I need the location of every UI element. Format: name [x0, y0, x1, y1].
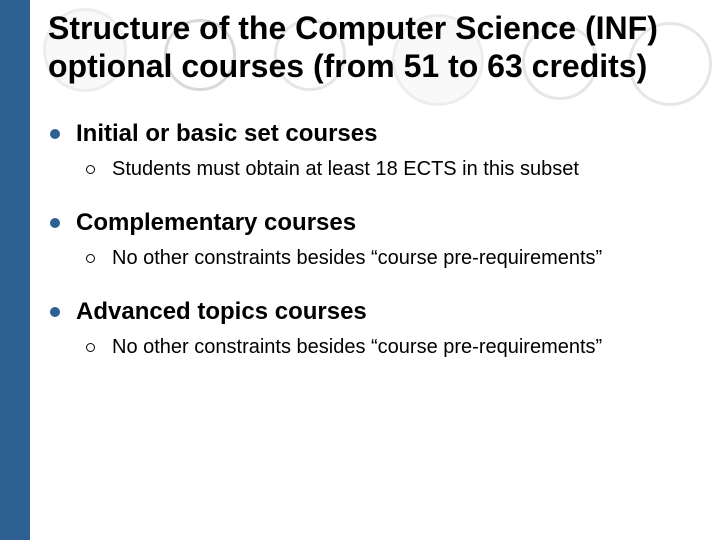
item-text: No other constraints besides “course pre… [112, 336, 602, 358]
heading-complementary: Complementary courses [48, 209, 702, 237]
heading-advanced: Advanced topics courses [48, 298, 702, 326]
item-text: Students must obtain at least 18 ECTS in… [112, 158, 579, 180]
section-complementary: Complementary courses No other constrain… [48, 209, 702, 270]
item-text: No other constraints besides “course pre… [112, 247, 602, 269]
heading-text: Complementary courses [76, 209, 356, 236]
item-advanced-0: No other constraints besides “course pre… [48, 336, 702, 359]
left-sidebar [0, 0, 30, 540]
ring-bullet-icon [86, 165, 95, 174]
disc-bullet-icon [50, 307, 60, 317]
heading-text: Initial or basic set courses [76, 120, 377, 147]
section-advanced: Advanced topics courses No other constra… [48, 298, 702, 359]
slide-title: Structure of the Computer Science (INF) … [48, 10, 702, 86]
ring-bullet-icon [86, 343, 95, 352]
section-initial: Initial or basic set courses Students mu… [48, 120, 702, 181]
heading-text: Advanced topics courses [76, 298, 367, 325]
ring-bullet-icon [86, 254, 95, 263]
disc-bullet-icon [50, 129, 60, 139]
disc-bullet-icon [50, 218, 60, 228]
slide-content: Structure of the Computer Science (INF) … [48, 10, 702, 387]
item-initial-0: Students must obtain at least 18 ECTS in… [48, 158, 702, 181]
heading-initial: Initial or basic set courses [48, 120, 702, 148]
item-complementary-0: No other constraints besides “course pre… [48, 247, 702, 270]
